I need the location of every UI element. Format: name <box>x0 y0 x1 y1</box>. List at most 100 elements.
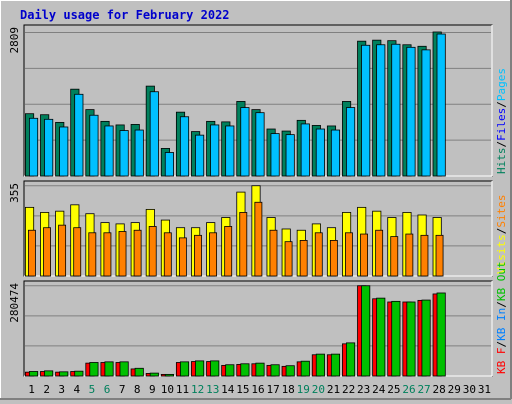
x-tick-label: 26 <box>402 383 415 396</box>
legend-item: Hits <box>495 148 508 175</box>
x-tick-label: 2 <box>43 383 50 396</box>
bar-kb-out-day-25 <box>391 300 401 377</box>
bar-pages-day-28 <box>436 33 446 177</box>
bar-kb-out-day-10 <box>164 373 174 377</box>
x-tick-label: 27 <box>417 383 430 396</box>
legend-separator: / <box>495 141 508 148</box>
legend-item: KB In <box>495 308 508 341</box>
bar-pages-day-3 <box>59 126 69 177</box>
bar-kb-out-day-24 <box>376 297 386 377</box>
x-tick-label: 25 <box>387 383 400 396</box>
bar-sites-day-22 <box>345 232 353 277</box>
legend-text: Visits/Sites <box>495 195 508 275</box>
bar-pages-day-24 <box>376 44 386 177</box>
bar-sites-day-26 <box>405 233 414 277</box>
x-tick-label: 22 <box>342 383 355 396</box>
x-tick-label: 24 <box>372 383 386 396</box>
bar-sites-day-20 <box>314 232 323 277</box>
bar-sites-day-3 <box>58 224 67 277</box>
x-tick-label: 18 <box>282 383 295 396</box>
legend-item: Sites <box>495 195 508 228</box>
x-tick-label: 16 <box>251 383 264 396</box>
bar-pages-day-27 <box>421 49 431 177</box>
bar-pages-day-14 <box>225 125 235 177</box>
bar-sites-day-27 <box>420 234 429 277</box>
bar-kb-out-day-9 <box>149 372 159 377</box>
bar-pages-day-25 <box>391 43 401 177</box>
bar-pages-day-18 <box>285 134 295 177</box>
bar-sites-day-23 <box>360 233 368 277</box>
bar-sites-day-18 <box>284 241 293 277</box>
x-axis-day-labels: 1 2 3 4 5 6 7 8 9 10 11 12 13 14 15 16 17 18 19 20 21 22 23 24 2… <box>28 383 491 396</box>
bar-pages-day-10 <box>164 152 174 177</box>
bar-pages-day-6 <box>104 125 114 177</box>
bar-pages-day-17 <box>270 133 280 177</box>
bar-kb-out-day-28 <box>436 292 446 377</box>
bar-kb-out-day-1 <box>28 371 39 377</box>
bar-pages-day-15 <box>240 107 250 177</box>
legend-item: Pages <box>495 68 508 101</box>
legend-text: Hits/Files/Pages <box>495 68 508 174</box>
x-tick-label: 10 <box>161 383 174 396</box>
bar-sites-day-5 <box>88 232 97 277</box>
bar-pages-day-11 <box>179 116 190 177</box>
bar-pages-day-5 <box>89 114 99 177</box>
bar-kb-out-day-14 <box>225 364 235 377</box>
bar-kb-out-day-11 <box>179 361 190 377</box>
bar-pages-day-26 <box>406 46 416 177</box>
legend-item: Visits <box>495 234 508 274</box>
x-tick-label: 3 <box>58 383 65 396</box>
panel-legend: Hits/Files/Pages <box>495 68 508 174</box>
x-tick-label: 12 <box>191 383 204 396</box>
bar-kb-out-day-23 <box>361 285 371 377</box>
bar-sites-day-21 <box>329 240 338 277</box>
bar-kb-out-day-15 <box>240 363 250 377</box>
bar-sites-day-16 <box>254 201 263 277</box>
bar-kb-out-day-26 <box>406 301 416 377</box>
x-tick-label: 5 <box>89 383 96 396</box>
x-tick-label: 23 <box>357 383 370 396</box>
bar-pages-day-20 <box>315 128 325 177</box>
y-max-label: 280474 <box>8 283 21 323</box>
bar-sites-day-6 <box>103 232 112 277</box>
y-max-label: 355 <box>8 183 21 203</box>
bar-pages-day-12 <box>195 134 205 177</box>
bar-kb-out-day-6 <box>104 361 114 377</box>
y-max-label: 2809 <box>8 27 21 54</box>
x-tick-label: 30 <box>463 383 476 396</box>
legend-text: KB F/KB In/KB Out <box>495 261 508 374</box>
chart-panels: 2809Hits/Files/Pages355Visits/Sites28047… <box>8 24 508 377</box>
bar-sites-day-8 <box>133 229 142 277</box>
bar-pages-day-2 <box>44 118 54 177</box>
bar-sites-day-15 <box>239 212 248 277</box>
bar-kb-out-day-13 <box>210 360 220 377</box>
bar-sites-day-2 <box>43 227 51 277</box>
x-tick-label: 20 <box>312 383 325 396</box>
bar-pages-day-16 <box>255 112 265 177</box>
bar-kb-out-day-12 <box>195 360 205 377</box>
legend-separator: / <box>495 101 508 108</box>
panel-legend: KB F/KB In/KB Out <box>495 261 508 374</box>
bar-sites-day-10 <box>163 232 172 277</box>
bar-sites-day-17 <box>269 229 278 277</box>
panel-hits-files-pages: 2809 Hits/Files/Pages <box>8 24 508 177</box>
legend-item: KB F <box>495 348 508 375</box>
bar-kb-out-day-8 <box>134 367 144 377</box>
bar-pages-day-21 <box>330 129 341 177</box>
bar-sites-day-9 <box>148 226 157 277</box>
x-tick-label: 1 <box>28 383 35 396</box>
bar-sites-day-12 <box>194 234 202 277</box>
bar-sites-day-14 <box>224 226 233 277</box>
bar-sites-day-1 <box>27 229 36 277</box>
bar-pages-day-1 <box>28 117 39 177</box>
bar-kb-out-day-2 <box>44 370 54 377</box>
x-tick-label: 8 <box>134 383 141 396</box>
x-tick-label: 4 <box>74 383 81 396</box>
x-tick-label: 6 <box>104 383 111 396</box>
bar-pages-day-22 <box>346 107 356 177</box>
x-tick-label: 31 <box>478 383 491 396</box>
x-tick-label: 13 <box>206 383 219 396</box>
bar-pages-day-8 <box>134 129 144 177</box>
